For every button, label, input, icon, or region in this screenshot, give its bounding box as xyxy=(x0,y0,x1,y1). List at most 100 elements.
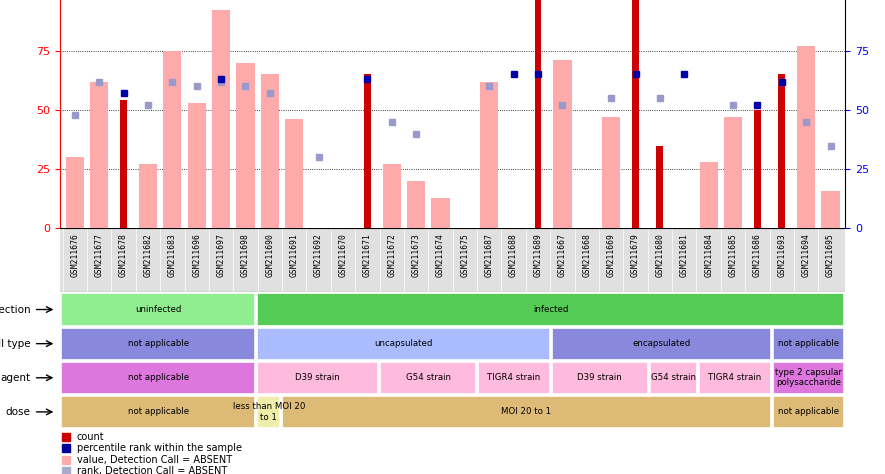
Text: GSM211692: GSM211692 xyxy=(314,234,323,277)
Bar xyxy=(821,191,840,228)
Bar xyxy=(551,362,648,394)
Bar xyxy=(282,396,771,428)
Text: dose: dose xyxy=(6,407,31,417)
Text: GSM211678: GSM211678 xyxy=(119,234,128,277)
Bar xyxy=(535,0,542,228)
Text: GSM211681: GSM211681 xyxy=(680,234,689,277)
Text: not applicable: not applicable xyxy=(778,339,839,348)
Text: GSM211673: GSM211673 xyxy=(412,234,420,277)
Text: GSM211674: GSM211674 xyxy=(436,234,445,277)
Text: cell type: cell type xyxy=(0,338,31,349)
Bar xyxy=(480,82,498,228)
Bar xyxy=(382,164,401,228)
Bar xyxy=(258,293,844,326)
Bar xyxy=(632,0,639,228)
Text: infected: infected xyxy=(533,305,568,314)
Bar xyxy=(797,46,815,228)
Text: GSM211670: GSM211670 xyxy=(338,234,348,277)
Bar xyxy=(724,117,743,228)
Text: GSM211683: GSM211683 xyxy=(168,234,177,277)
Bar xyxy=(61,396,256,428)
Bar xyxy=(364,74,371,228)
Text: not applicable: not applicable xyxy=(778,408,839,416)
Text: GSM211691: GSM211691 xyxy=(289,234,299,277)
Text: GSM211671: GSM211671 xyxy=(363,234,372,277)
Text: G54 strain: G54 strain xyxy=(651,374,696,382)
Text: GSM211676: GSM211676 xyxy=(70,234,80,277)
Text: GSM211677: GSM211677 xyxy=(95,234,104,277)
Bar xyxy=(779,74,785,228)
Text: GSM211696: GSM211696 xyxy=(192,234,201,277)
Text: GSM211675: GSM211675 xyxy=(460,234,469,277)
Bar xyxy=(285,119,304,228)
Text: infection: infection xyxy=(0,304,31,315)
Bar xyxy=(773,362,844,394)
Text: percentile rank within the sample: percentile rank within the sample xyxy=(77,443,242,453)
Bar xyxy=(90,82,108,228)
Bar xyxy=(551,328,771,360)
Bar xyxy=(553,60,572,228)
Bar xyxy=(163,51,181,228)
Text: encapsulated: encapsulated xyxy=(632,339,690,348)
Bar xyxy=(120,100,127,228)
Text: type 2 capsular
polysaccharide: type 2 capsular polysaccharide xyxy=(775,368,842,387)
Text: TIGR4 strain: TIGR4 strain xyxy=(708,374,761,382)
Bar xyxy=(139,164,157,228)
Text: rank, Detection Call = ABSENT: rank, Detection Call = ABSENT xyxy=(77,466,227,474)
Bar xyxy=(431,198,450,228)
Text: GSM211690: GSM211690 xyxy=(266,234,274,277)
Text: uncapsulated: uncapsulated xyxy=(374,339,433,348)
Bar xyxy=(258,362,378,394)
Text: GSM211693: GSM211693 xyxy=(777,234,786,277)
Text: GSM211689: GSM211689 xyxy=(534,234,543,277)
Bar xyxy=(699,362,771,394)
Text: GSM211687: GSM211687 xyxy=(485,234,494,277)
Text: GSM211685: GSM211685 xyxy=(728,234,737,277)
Text: count: count xyxy=(77,432,104,442)
Bar xyxy=(699,162,718,228)
Bar xyxy=(258,396,280,428)
Bar xyxy=(61,328,256,360)
Bar xyxy=(478,362,550,394)
Bar xyxy=(61,293,256,326)
Text: uninfected: uninfected xyxy=(135,305,181,314)
Text: GSM211672: GSM211672 xyxy=(388,234,396,277)
Text: not applicable: not applicable xyxy=(127,339,189,348)
Bar xyxy=(212,10,230,228)
Bar xyxy=(258,328,550,360)
Bar xyxy=(650,362,697,394)
Bar xyxy=(407,181,426,228)
Bar xyxy=(773,328,844,360)
Text: GSM211667: GSM211667 xyxy=(558,234,567,277)
Text: agent: agent xyxy=(1,373,31,383)
Text: GSM211686: GSM211686 xyxy=(753,234,762,277)
Text: GSM211688: GSM211688 xyxy=(509,234,518,277)
Text: less than MOI 20
to 1: less than MOI 20 to 1 xyxy=(233,402,304,421)
Text: GSM211698: GSM211698 xyxy=(241,234,250,277)
Text: GSM211669: GSM211669 xyxy=(606,234,616,277)
Text: not applicable: not applicable xyxy=(127,374,189,382)
Text: D39 strain: D39 strain xyxy=(578,374,622,382)
Text: GSM211680: GSM211680 xyxy=(656,234,665,277)
Text: TIGR4 strain: TIGR4 strain xyxy=(488,374,541,382)
Text: GSM211682: GSM211682 xyxy=(143,234,152,277)
Bar xyxy=(657,146,664,228)
Text: MOI 20 to 1: MOI 20 to 1 xyxy=(501,408,551,416)
Bar xyxy=(65,157,84,228)
Text: D39 strain: D39 strain xyxy=(296,374,340,382)
Bar xyxy=(380,362,476,394)
Text: GSM211679: GSM211679 xyxy=(631,234,640,277)
Text: value, Detection Call = ABSENT: value, Detection Call = ABSENT xyxy=(77,455,232,465)
Text: GSM211684: GSM211684 xyxy=(704,234,713,277)
Text: G54 strain: G54 strain xyxy=(405,374,450,382)
Bar xyxy=(261,74,279,228)
Text: GSM211694: GSM211694 xyxy=(802,234,811,277)
Text: GSM211668: GSM211668 xyxy=(582,234,591,277)
Text: GSM211697: GSM211697 xyxy=(217,234,226,277)
Bar xyxy=(236,63,255,228)
Bar xyxy=(188,103,206,228)
Bar xyxy=(602,117,620,228)
Bar xyxy=(773,396,844,428)
Text: GSM211695: GSM211695 xyxy=(826,234,835,277)
Text: not applicable: not applicable xyxy=(127,408,189,416)
